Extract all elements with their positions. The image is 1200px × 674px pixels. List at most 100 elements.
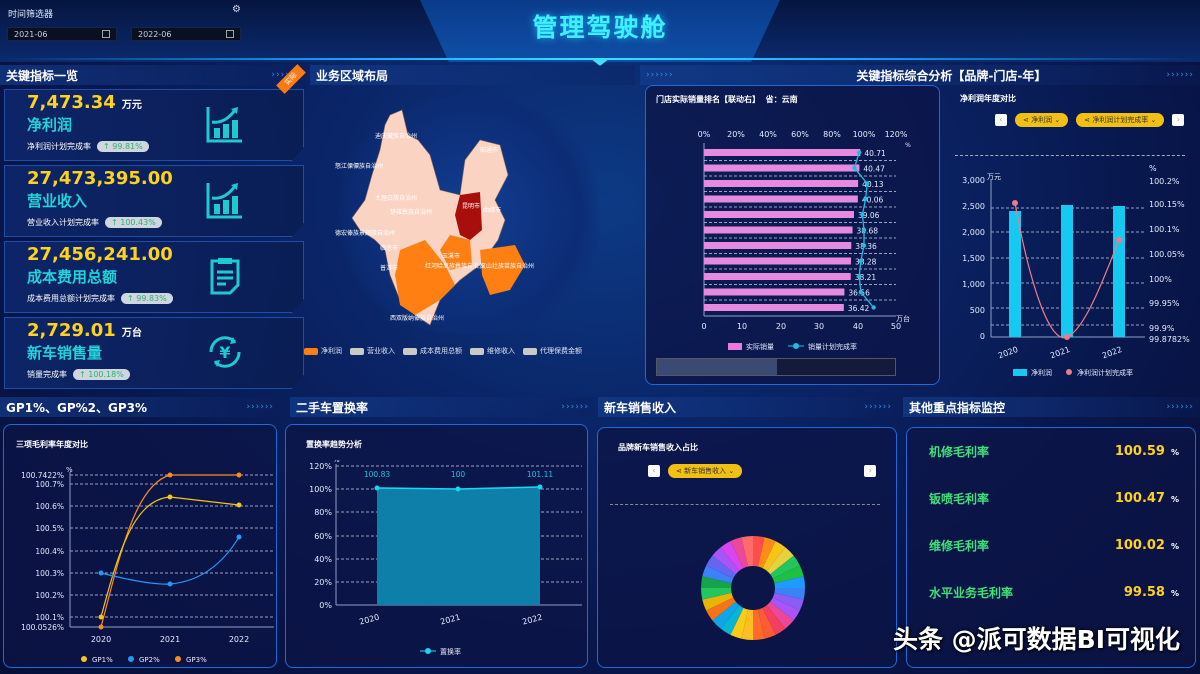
svg-text:100.3%: 100.3%: [35, 569, 64, 578]
svg-text:%: %: [66, 466, 73, 474]
new-car-revenue-dropdown[interactable]: ⋖ 新车销售收入 ⌄: [668, 464, 743, 478]
svg-text:0: 0: [701, 322, 706, 331]
region-kunming: [455, 192, 482, 240]
legend-repair[interactable]: 维修收入: [470, 346, 515, 356]
svg-text:2,000: 2,000: [962, 228, 985, 237]
profit-compare-panel: 净利润年度对比 ‹ ⋖ 净利润 ⌄ ⋖ 净利润计划完成率 ⌄ › 3,000 2,…: [945, 85, 1197, 385]
kpi-card-revenue[interactable]: 27,473,395.00 营业收入 营业收入计划完成率 ↑ 100.43%: [4, 165, 304, 237]
svg-text:GP2%: GP2%: [139, 656, 160, 664]
zoom-slider-handle[interactable]: [657, 359, 777, 375]
rate-badge: ↑ 100.18%: [73, 369, 130, 380]
svg-text:100%: 100%: [853, 130, 876, 139]
kpi-card-cost[interactable]: 27,456,241.00 成本费用总额 成本费用总额计划完成率 ↑ 99.83%: [4, 241, 304, 313]
metric-row: 钣喷毛利率 100.47%: [929, 491, 1179, 506]
kpi-sub-label: 成本费用总额计划完成率: [27, 294, 115, 303]
svg-text:实际销量: 实际销量: [746, 342, 774, 351]
legend-premium[interactable]: 代理保费金额: [523, 346, 582, 356]
svg-text:40%: 40%: [314, 555, 332, 564]
kpi-sub-label: 销量完成率: [27, 370, 67, 379]
svg-text:0: 0: [980, 332, 985, 341]
settings-icon[interactable]: ⚙: [232, 4, 241, 15]
metric-row: 维修毛利率 100.02%: [929, 538, 1179, 553]
section-title: GP1%、GP%2、GP3%: [6, 400, 148, 415]
svg-text:3,000: 3,000: [962, 176, 985, 185]
header-pointer: [590, 58, 610, 66]
svg-text:40.13: 40.13: [862, 180, 884, 189]
new-car-panel: 品牌新车销售收入占比 ‹ ⋖ 新车销售收入 ⌄ ›: [597, 427, 897, 668]
start-date-picker[interactable]: 2021-06: [7, 27, 117, 41]
chevrons-icon: ››››››: [1166, 402, 1194, 412]
legend-net-profit[interactable]: 净利润: [304, 346, 342, 356]
kpi-name: 成本费用总额: [27, 268, 118, 286]
svg-text:100.7%: 100.7%: [35, 480, 64, 489]
next-button[interactable]: ›: [864, 465, 877, 477]
svg-text:万元: 万元: [987, 173, 1001, 181]
svg-text:50: 50: [891, 322, 901, 331]
section-title: 新车销售收入: [604, 400, 677, 415]
completion-rate-dropdown[interactable]: ⋖ 净利润计划完成率 ⌄: [1076, 113, 1165, 127]
store-rank-chart[interactable]: 0% 20% 40% 60% 80% 100% 120% % 40.71 40.47 40.13…: [646, 121, 941, 351]
svg-text:120%: 120%: [309, 462, 332, 471]
svg-text:100.6%: 100.6%: [35, 502, 64, 511]
gp-line-chart[interactable]: 100.7422%100.7% 100.6% 100.5% 100.4% 100.3% 1…: [4, 460, 278, 665]
profit-compare-toolbar: ‹ ⋖ 净利润 ⌄ ⋖ 净利润计划完成率 ⌄ ›: [995, 113, 1185, 127]
svg-text:100.05%: 100.05%: [1149, 250, 1185, 259]
gp-section-header: GP1%、GP%2、GP3% ››››››: [0, 397, 280, 417]
svg-text:38.68: 38.68: [857, 227, 879, 236]
chevrons-icon: ››››››: [646, 70, 674, 80]
svg-text:99.95%: 99.95%: [1149, 299, 1180, 308]
svg-text:60%: 60%: [791, 130, 809, 139]
svg-text:净利润计划完成率: 净利润计划完成率: [1077, 368, 1133, 377]
zoom-slider[interactable]: [656, 358, 896, 376]
svg-text:迪庆藏族自治州: 迪庆藏族自治州: [375, 132, 417, 140]
svg-text:100.7422%: 100.7422%: [21, 471, 64, 480]
svg-text:楚雄彝族自治州: 楚雄彝族自治州: [390, 208, 432, 216]
monitor-panel: 机修毛利率 100.59% 钣喷毛利率 100.47% 维修毛利率 100.02% 水…: [906, 427, 1196, 668]
used-car-panel: 置换率趋势分析 120% 100% 80% 60% 40% 20% 0% % 100.83 1…: [285, 424, 588, 668]
svg-text:普洱市: 普洱市: [380, 264, 398, 272]
kpi-unit: 万台: [121, 328, 142, 339]
svg-text:曲靖市: 曲靖市: [483, 206, 501, 214]
used-car-section-header: 二手车置换率 ››››››: [290, 397, 595, 417]
legend-cost[interactable]: 成本费用总额: [403, 346, 462, 356]
next-button[interactable]: ›: [1172, 114, 1185, 126]
svg-text:1,000: 1,000: [962, 280, 985, 289]
kpi-sub-label: 营业收入计划完成率: [27, 218, 99, 227]
net-profit-dropdown[interactable]: ⋖ 净利润 ⌄: [1015, 113, 1069, 127]
svg-text:40: 40: [853, 322, 863, 331]
section-title: 关键指标一览: [6, 68, 79, 83]
section-title: 业务区域布局: [316, 68, 389, 83]
profit-compare-chart[interactable]: 3,000 2,500 2,000 1,500 1,000 500 0 万元 % 100.2%…: [945, 165, 1197, 380]
kpi-card-net-profit[interactable]: 7,473.34 万元 净利润 净利润计划完成率 ↑ 99.81%: [4, 89, 304, 161]
svg-text:临沧市: 临沧市: [380, 244, 398, 252]
svg-text:20%: 20%: [727, 130, 745, 139]
brand-donut-chart[interactable]: [698, 533, 808, 643]
svg-text:2020: 2020: [91, 635, 111, 644]
svg-text:2020: 2020: [358, 613, 380, 627]
page-title: 管理驾驶舱: [532, 13, 668, 42]
map-legend: 净利润 营业收入 成本费用总额 维修收入 代理保费金额: [304, 346, 582, 356]
kpi-sub: 净利润计划完成率 ↑ 99.81%: [27, 141, 149, 152]
prev-button[interactable]: ‹: [648, 465, 660, 477]
chevrons-icon: ››››››: [1166, 70, 1194, 80]
svg-text:GP3%: GP3%: [186, 656, 207, 664]
end-date-picker[interactable]: 2022-06: [131, 27, 241, 41]
prev-button[interactable]: ‹: [995, 114, 1007, 126]
end-date-value: 2022-06: [138, 29, 172, 39]
svg-text:100.83: 100.83: [364, 470, 390, 479]
svg-text:99.9%: 99.9%: [1149, 324, 1175, 333]
analysis-section-header: ›››››› 关键指标综合分析【品牌-门店-年】 ››››››: [640, 65, 1200, 85]
kpi-card-new-car-sales[interactable]: 2,729.01 万台 新车销售量 销量完成率 ↑ 100.18% ¥: [4, 317, 304, 389]
kpi-value: 7,473.34 万元: [27, 92, 142, 113]
legend-revenue[interactable]: 营业收入: [350, 346, 395, 356]
svg-text:100.15%: 100.15%: [1149, 200, 1185, 209]
calendar-icon: [226, 30, 234, 38]
svg-text:80%: 80%: [314, 508, 332, 517]
svg-text:100.2%: 100.2%: [35, 591, 64, 600]
store-rank-title: 门店实际销量排名【联动右】 省：云南: [656, 95, 798, 104]
section-title: 二手车置换率: [296, 400, 369, 415]
replacement-rate-chart[interactable]: 120% 100% 80% 60% 40% 20% 0% % 100.83 100 101.11…: [286, 460, 589, 665]
metric-row: 水平业务毛利率 99.58%: [929, 585, 1179, 600]
new-car-section-header: 新车销售收入 ››››››: [598, 397, 898, 417]
